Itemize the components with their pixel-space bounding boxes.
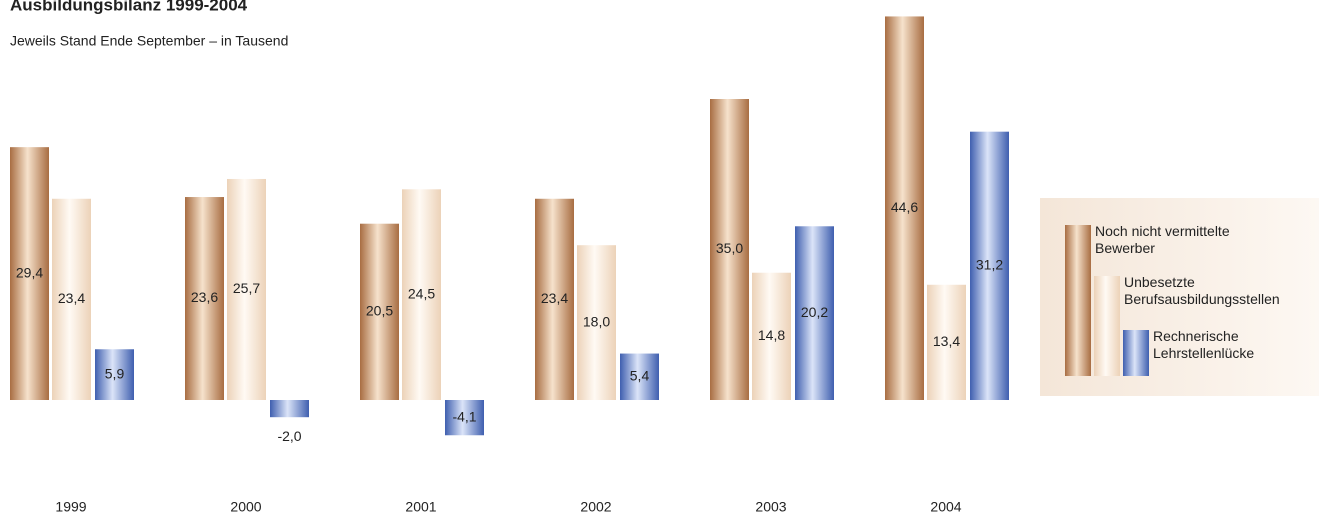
bar: [795, 226, 834, 400]
data-label: -2,0: [277, 428, 301, 444]
data-label: 14,8: [758, 327, 785, 343]
bar: [620, 353, 659, 400]
bar: [402, 189, 441, 400]
bar: [10, 147, 49, 400]
bar: [710, 99, 749, 400]
legend-label: Noch nicht vermittelte Bewerber: [1095, 223, 1230, 256]
data-label: 20,5: [366, 303, 393, 319]
x-tick-label: 2001: [405, 499, 436, 515]
x-tick-label: 2000: [230, 499, 261, 515]
chart-subtitle: Jeweils Stand Ende September – in Tausen…: [10, 33, 288, 49]
legend-swatch: [1094, 276, 1120, 376]
bar: [185, 197, 224, 400]
legend-swatch: [1123, 330, 1149, 376]
chart-title: Ausbildungsbilanz 1999-2004: [10, 0, 248, 14]
data-label: 5,4: [630, 367, 650, 383]
data-label: 31,2: [976, 257, 1003, 273]
bar: [95, 349, 134, 400]
data-label: 13,4: [933, 333, 960, 349]
bar: [270, 400, 309, 418]
data-label: 5,9: [105, 365, 125, 381]
bar: [885, 16, 924, 400]
x-tick-label: 2002: [580, 499, 611, 515]
x-tick-label: 2003: [755, 499, 786, 515]
data-label: -4,1: [452, 408, 476, 424]
x-tick-label: 1999: [55, 499, 86, 515]
bar: [52, 198, 91, 400]
bar: [445, 400, 484, 436]
bar: [752, 272, 791, 400]
data-label: 29,4: [16, 264, 43, 280]
data-label: 25,7: [233, 280, 260, 296]
x-tick-label: 2004: [930, 499, 961, 515]
data-label: 23,4: [541, 290, 568, 306]
bar: [970, 131, 1009, 400]
legend-label: Unbesetzte Berufsausbildungsstellen: [1124, 274, 1280, 307]
data-label: 35,0: [716, 240, 743, 256]
legend-label: Rechnerische Lehrstellenlücke: [1153, 328, 1255, 361]
bar: [535, 198, 574, 400]
bar: [577, 245, 616, 400]
legend-swatch: [1065, 225, 1091, 376]
bar: [360, 223, 399, 400]
data-label: 23,6: [191, 289, 218, 305]
data-label: 18,0: [583, 313, 610, 329]
data-label: 24,5: [408, 285, 435, 301]
data-label: 20,2: [801, 304, 828, 320]
data-label: 44,6: [891, 199, 918, 215]
bar: [227, 178, 266, 400]
bar: [927, 284, 966, 400]
data-label: 23,4: [58, 290, 85, 306]
